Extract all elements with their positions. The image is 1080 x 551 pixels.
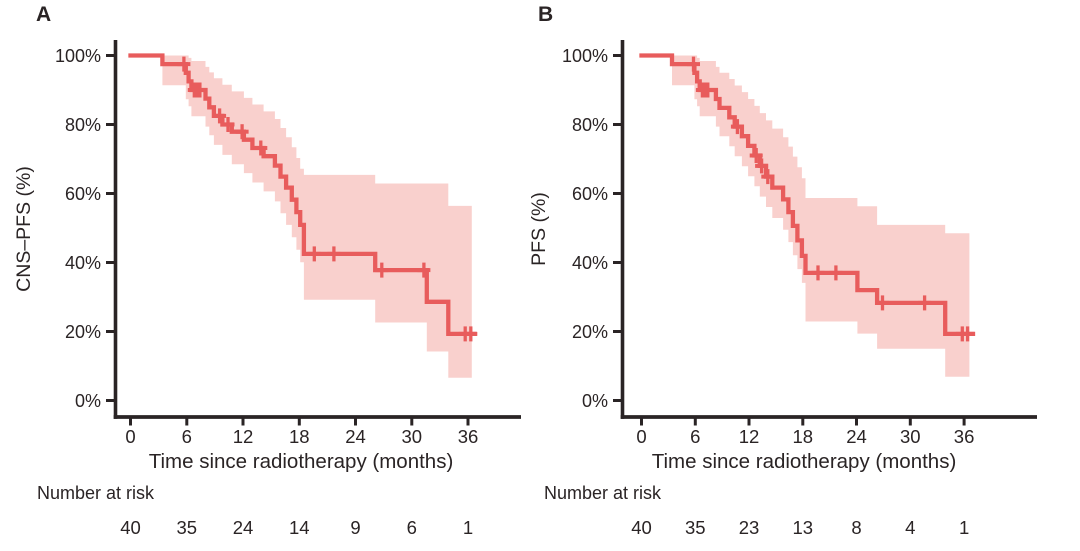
x-tick-label: 18 (793, 426, 814, 447)
y-tick-label: 60% (572, 184, 608, 204)
number-at-risk-value: 6 (407, 517, 417, 538)
number-at-risk-value: 1 (959, 517, 969, 538)
x-tick-label: 36 (954, 426, 975, 447)
x-tick-label: 6 (182, 426, 192, 447)
panel-a-label: A (36, 3, 52, 26)
y-tick-label: 80% (572, 115, 608, 135)
panel-b-y-axis-title: PFS (%) (527, 192, 550, 266)
y-tick-label: 60% (65, 184, 101, 204)
x-tick-label: 24 (345, 426, 366, 447)
panel-a-y-axis-title: CNS–PFS (%) (12, 166, 35, 292)
y-tick-label: 0% (75, 391, 101, 411)
y-tick-label: 100% (562, 46, 608, 66)
number-at-risk-value: 14 (289, 517, 310, 538)
km-panel-b-plot: 0% 20% 40% 60% 80% 100% 0 6 12 18 24 30 36 40 35 23 13 8 4… (562, 40, 1037, 538)
number-at-risk-value: 40 (631, 517, 652, 538)
x-tick-label: 6 (690, 426, 700, 447)
number-at-risk-value: 1 (463, 517, 473, 538)
y-tick-label: 20% (572, 322, 608, 342)
number-at-risk-value: 35 (177, 517, 198, 538)
panel-b-label: B (538, 3, 554, 26)
km-panel-a-plot: 0% 20% 40% 60% 80% 100% 0 6 12 18 24 30 36 40 35 24 14 9 6… (55, 40, 521, 538)
number-at-risk-value: 9 (350, 517, 360, 538)
panel-b-x-axis-title: Time since radiotherapy (months) (651, 450, 957, 473)
number-at-risk-value: 8 (851, 517, 861, 538)
panel-b-number-at-risk-label: Number at risk (544, 483, 662, 503)
x-tick-label: 30 (402, 426, 423, 447)
y-tick-label: 40% (65, 253, 101, 273)
x-tick-label: 0 (125, 426, 135, 447)
number-at-risk-value: 35 (685, 517, 706, 538)
y-tick-label: 0% (582, 391, 608, 411)
x-tick-label: 12 (739, 426, 760, 447)
y-tick-label: 100% (55, 46, 101, 66)
x-tick-label: 36 (458, 426, 479, 447)
number-at-risk-value: 23 (739, 517, 760, 538)
x-tick-label: 18 (289, 426, 310, 447)
x-tick-label: 12 (233, 426, 254, 447)
number-at-risk-value: 40 (120, 517, 141, 538)
number-at-risk-value: 24 (233, 517, 254, 538)
y-tick-label: 40% (572, 253, 608, 273)
x-tick-label: 0 (636, 426, 646, 447)
number-at-risk-value: 13 (793, 517, 814, 538)
number-at-risk-value: 4 (905, 517, 915, 538)
x-tick-label: 24 (846, 426, 867, 447)
y-tick-label: 80% (65, 115, 101, 135)
x-tick-label: 30 (900, 426, 921, 447)
confidence-band (641, 55, 970, 377)
panel-a-number-at-risk-label: Number at risk (37, 483, 155, 503)
y-tick-label: 20% (65, 322, 101, 342)
panel-a-x-axis-title: Time since radiotherapy (months) (148, 450, 454, 473)
